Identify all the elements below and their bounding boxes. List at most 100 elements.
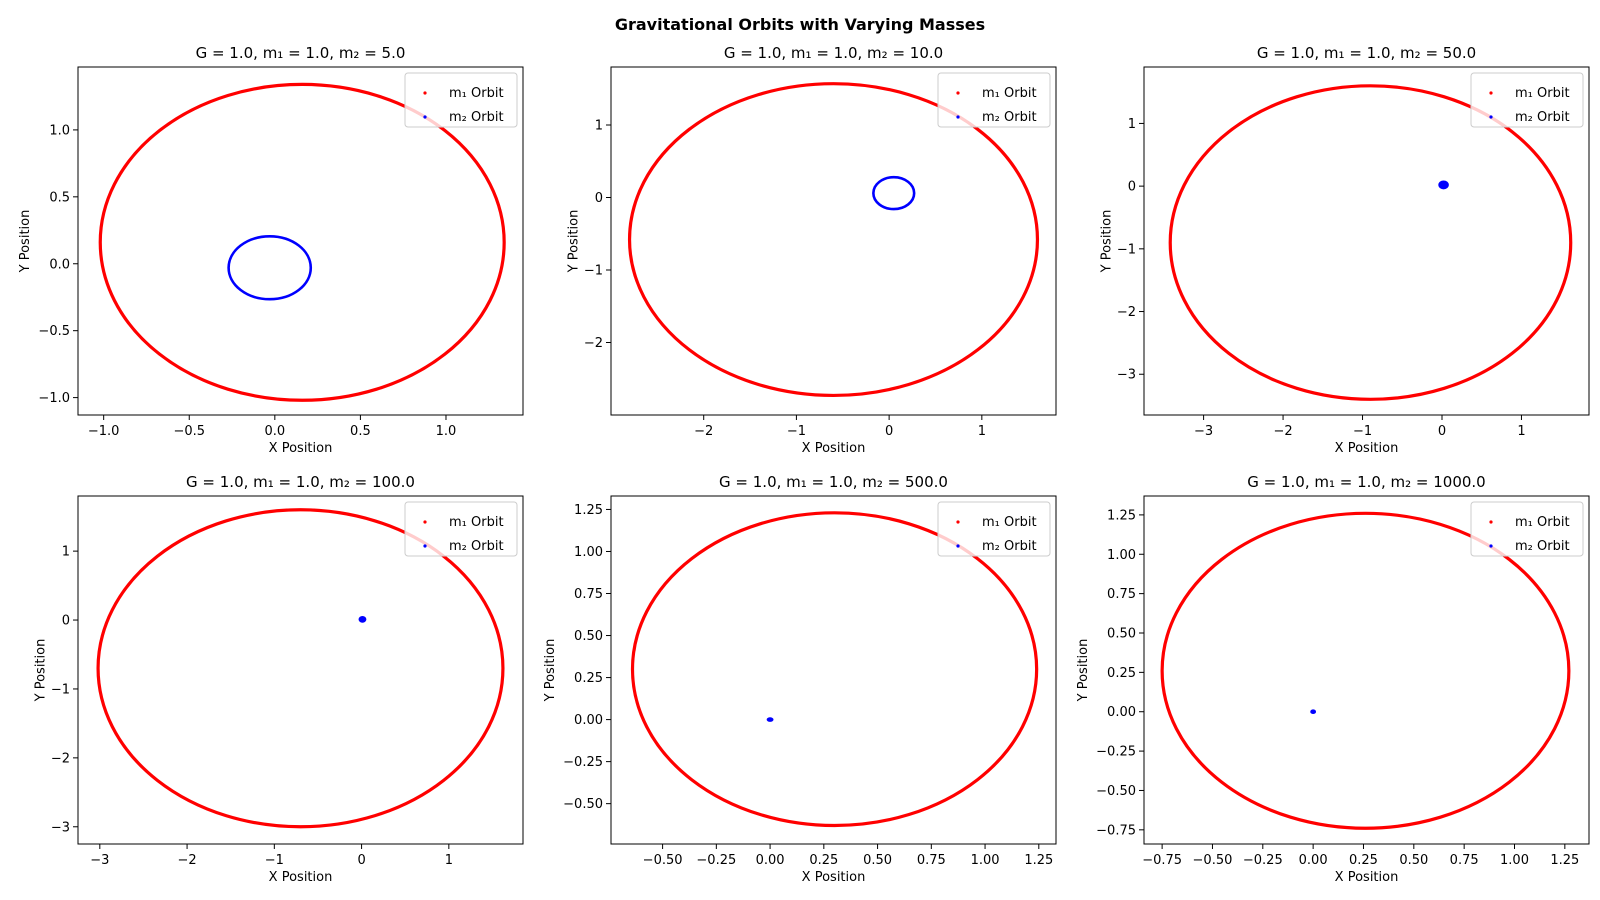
y-tick-label: 0.75: [1107, 587, 1136, 602]
subplot-2: G = 1.0, m₁ = 1.0, m₂ = 10.0 −2 −1 0 1 −2 −1 0 1…: [566, 44, 1057, 456]
legend-label-m2: m₂ Orbit: [982, 539, 1037, 554]
legend-label-m2: m₂ Orbit: [982, 110, 1037, 125]
y-tick-label: 1: [62, 545, 70, 560]
legend-label-m1: m₁ Orbit: [449, 86, 504, 101]
series-group: [1168, 84, 1573, 401]
series-group: [98, 82, 506, 402]
x-tick-label: 0.75: [917, 853, 946, 868]
x-tick-label: 0.00: [1299, 853, 1328, 868]
y-tick-label: 0.50: [574, 629, 603, 644]
m2-orbit-points: [1438, 180, 1449, 190]
x-tick-label: −0.5: [173, 424, 205, 439]
legend-label-m1: m₁ Orbit: [982, 86, 1037, 101]
y-tick-label: −1.0: [38, 391, 70, 406]
subplot-1: G = 1.0, m₁ = 1.0, m₂ = 5.0 −1.0 −0.5 0.0 0.…: [18, 44, 524, 456]
x-axis-label: X Position: [1335, 441, 1399, 456]
x-tick-label: −1: [265, 853, 284, 868]
legend: m₁ Orbit m₂ Orbit: [404, 72, 518, 128]
legend-label-m2: m₂ Orbit: [449, 539, 504, 554]
x-tick-label: 1: [978, 424, 986, 439]
y-axis-label: Y Position: [1099, 210, 1114, 274]
legend-label-m1: m₁ Orbit: [1515, 86, 1570, 101]
y-tick-label: 1.0: [49, 123, 70, 138]
y-tick-label: −1: [584, 264, 603, 279]
m2-orbit-points: [358, 615, 367, 623]
x-tick-label: 0: [357, 853, 365, 868]
x-tick-label: 0.50: [863, 853, 892, 868]
m2-orbit-points: [766, 717, 774, 722]
legend: m₁ Orbit m₂ Orbit: [937, 501, 1051, 557]
legend-label-m2: m₂ Orbit: [1515, 539, 1570, 554]
x-tick-label: 0.5: [350, 424, 371, 439]
series-group: [96, 508, 505, 829]
axes-frame: [77, 495, 524, 845]
legend: m₁ Orbit m₂ Orbit: [404, 501, 518, 557]
subplot-6: G = 1.0, m₁ = 1.0, m₂ = 1000.0 −0.75 −0.50…: [1076, 473, 1590, 885]
legend-label-m1: m₁ Orbit: [982, 515, 1037, 530]
y-tick-label: −0.50: [563, 797, 603, 812]
x-tick-label: 1: [445, 853, 453, 868]
x-tick-label: 0.0: [264, 424, 285, 439]
subplot-5: G = 1.0, m₁ = 1.0, m₂ = 500.0 −0.50 −0.25 0…: [543, 473, 1057, 885]
x-tick-label: 1.0: [436, 424, 457, 439]
y-tick-label: −1: [51, 682, 70, 697]
x-tick-label: −0.75: [1142, 853, 1182, 868]
y-axis-label: Y Position: [33, 639, 48, 703]
x-tick-label: −0.50: [643, 853, 683, 868]
x-tick-label: 0.25: [809, 853, 838, 868]
legend-marker-m1: [956, 91, 960, 95]
y-tick-label: 1: [595, 119, 603, 134]
legend-marker-m1: [1489, 91, 1493, 95]
x-tick-label: −1.0: [88, 424, 120, 439]
y-tick-label: 0.50: [1107, 626, 1136, 641]
series-group: [627, 82, 1040, 398]
y-tick-label: 0.75: [574, 587, 603, 602]
m1-orbit-points: [1168, 84, 1573, 401]
y-tick-label: 0: [595, 191, 603, 206]
y-tick-label: −2: [51, 751, 70, 766]
legend-marker-m2: [1489, 544, 1493, 548]
x-axis-label: X Position: [802, 441, 866, 456]
subplot-title: G = 1.0, m₁ = 1.0, m₂ = 5.0: [196, 44, 406, 62]
axes-frame: [77, 66, 524, 416]
legend-marker-m2: [1489, 115, 1493, 119]
legend-box: [1470, 501, 1584, 557]
y-tick-label: −1: [1117, 242, 1136, 257]
subplot-title: G = 1.0, m₁ = 1.0, m₂ = 1000.0: [1247, 473, 1485, 491]
y-tick-label: 1.00: [1107, 548, 1136, 563]
y-tick-label: −0.25: [1096, 745, 1136, 760]
x-tick-label: 0: [1438, 424, 1446, 439]
axes-frame: [1143, 66, 1590, 416]
y-tick-label: −2: [584, 336, 603, 351]
x-tick-label: −2: [177, 853, 196, 868]
subplot-title: G = 1.0, m₁ = 1.0, m₂ = 50.0: [1257, 44, 1476, 62]
m2-orbit-points: [1310, 709, 1317, 715]
x-tick-label: −0.50: [1193, 853, 1233, 868]
y-tick-label: 0.00: [574, 713, 603, 728]
axes-frame: [610, 66, 1057, 416]
series-group: [1160, 511, 1571, 830]
legend-marker-m1: [423, 520, 427, 524]
y-tick-label: 0.5: [49, 190, 70, 205]
subplot-grid: G = 1.0, m₁ = 1.0, m₂ = 5.0 −1.0 −0.5 0.0 0.…: [18, 44, 1590, 885]
figure-title: Gravitational Orbits with Varying Masses: [615, 15, 985, 34]
x-tick-label: −2: [694, 424, 713, 439]
y-tick-label: −3: [1117, 368, 1136, 383]
y-tick-label: 0.00: [1107, 705, 1136, 720]
legend-box: [937, 72, 1051, 128]
y-tick-label: −0.25: [563, 755, 603, 770]
legend-marker-m2: [423, 115, 427, 119]
x-axis-label: X Position: [269, 441, 333, 456]
legend-label-m1: m₁ Orbit: [1515, 515, 1570, 530]
legend: m₁ Orbit m₂ Orbit: [1470, 72, 1584, 128]
legend: m₁ Orbit m₂ Orbit: [937, 72, 1051, 128]
legend-box: [1470, 72, 1584, 128]
x-tick-label: −2: [1273, 424, 1292, 439]
x-tick-label: 1.00: [1500, 853, 1529, 868]
m1-orbit-points: [1160, 511, 1571, 830]
y-tick-label: 1.25: [574, 503, 603, 518]
m1-orbit-points: [98, 82, 506, 402]
legend-label-m2: m₂ Orbit: [449, 110, 504, 125]
